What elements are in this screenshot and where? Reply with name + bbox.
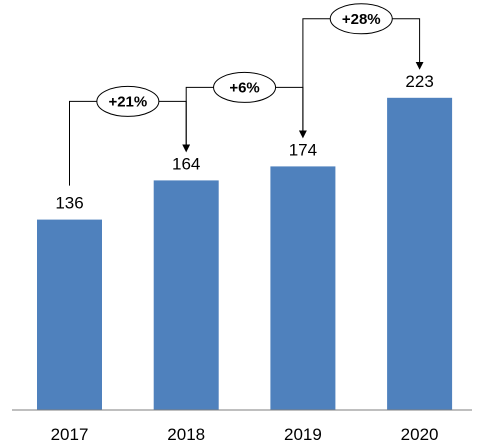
growth-badge-2017-2018 (96, 85, 160, 117)
growth-label-2017-2018: +21% (108, 93, 147, 110)
growth-badge-2018-2019 (213, 71, 277, 103)
bar-2019 (270, 166, 336, 410)
growth-label-2018-2019: +6% (229, 79, 259, 96)
bar-2020 (387, 97, 453, 411)
category-label-2019: 2019 (284, 425, 322, 444)
category-label-2018: 2018 (167, 425, 205, 444)
bar-2017 (37, 219, 102, 410)
growth-label-2019-2020: +28% (342, 11, 381, 28)
bar-2018 (153, 180, 219, 410)
value-label-2017: 136 (55, 194, 83, 213)
category-label-2017: 2017 (51, 425, 89, 444)
growth-badge-2019-2020 (329, 3, 393, 35)
category-label-2020: 2020 (401, 425, 439, 444)
value-label-2020: 223 (405, 72, 433, 91)
value-label-2018: 164 (172, 154, 200, 173)
value-label-2019: 174 (289, 140, 317, 159)
